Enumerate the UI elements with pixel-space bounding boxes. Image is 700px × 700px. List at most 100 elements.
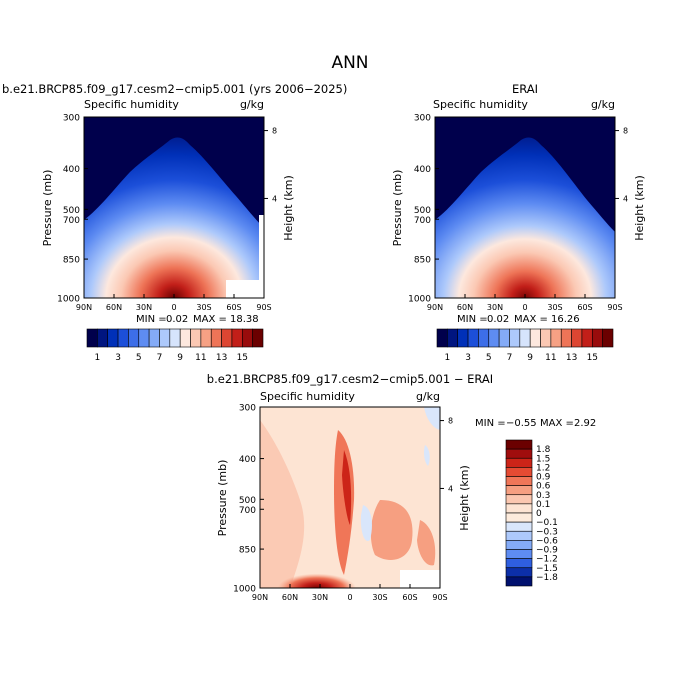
p3-xtick-label: 30S bbox=[372, 593, 387, 602]
p3-colorbar-label: 0.3 bbox=[536, 491, 550, 501]
p2-ytick-label: 700 bbox=[414, 216, 431, 226]
panel-diff-y2label: Height (km) bbox=[458, 465, 471, 531]
panel-erai-y2label: Height (km) bbox=[633, 175, 646, 241]
p3-xtick-label: 60N bbox=[282, 593, 298, 602]
panel-model-humidity-field bbox=[84, 137, 264, 298]
p3-xtick-label: 0 bbox=[347, 593, 352, 602]
panel-model-subtitle-right: g/kg bbox=[240, 98, 264, 111]
p3-y2tick-label: 4 bbox=[448, 484, 453, 493]
panel-model-title: b.e21.BRCP85.f09_g17.cesm2−cmip5.001 (yr… bbox=[2, 82, 347, 96]
p3-y2tick-label: 8 bbox=[448, 417, 453, 426]
p1-colorbar-swatch bbox=[138, 328, 150, 348]
p1-xtick-label: 90N bbox=[76, 303, 92, 312]
panel-diff-max-value: 2.92 bbox=[574, 418, 596, 429]
p3-colorbar-swatch bbox=[505, 448, 533, 459]
p3-colorbar-swatch bbox=[505, 558, 533, 569]
p1-colorbar-swatch bbox=[200, 328, 212, 348]
panel-model-min-label: MIN = bbox=[136, 314, 167, 325]
panel-model: b.e21.BRCP85.f09_g17.cesm2−cmip5.001 (yr… bbox=[2, 82, 347, 363]
panel-diff-subtitle-left: Specific humidity bbox=[260, 390, 355, 403]
p2-colorbar-label: 13 bbox=[566, 353, 577, 363]
p3-colorbar-label: 1.2 bbox=[536, 463, 550, 473]
p2-ytick-label: 300 bbox=[414, 114, 431, 124]
p2-colorbar-swatch bbox=[571, 328, 583, 348]
panel-erai: ERAI Specific humidity g/kg Pressure (mb… bbox=[391, 82, 646, 363]
panel-model-missing-strip bbox=[259, 215, 264, 298]
p1-colorbar-label: 11 bbox=[195, 353, 206, 363]
p1-colorbar-swatch bbox=[128, 328, 140, 348]
p3-colorbar-label: −1.8 bbox=[536, 573, 558, 583]
panel-model-ylabel: Pressure (mb) bbox=[41, 170, 54, 247]
p3-colorbar-label: 0 bbox=[536, 509, 542, 519]
panel-diff-ylabel: Pressure (mb) bbox=[216, 460, 229, 537]
panel-diff-positive-core-inner bbox=[342, 450, 352, 525]
p1-colorbar-swatch bbox=[231, 328, 243, 348]
p2-colorbar-swatch bbox=[488, 328, 500, 348]
p3-ytick-label: 300 bbox=[239, 404, 256, 414]
p3-colorbar-swatch bbox=[505, 512, 533, 523]
p3-colorbar-swatch bbox=[505, 467, 533, 477]
p3-colorbar-label: −0.6 bbox=[536, 536, 558, 546]
p1-colorbar-swatch bbox=[252, 328, 264, 348]
p2-colorbar-swatch bbox=[509, 328, 521, 348]
p1-ytick-label: 700 bbox=[63, 216, 80, 226]
p1-colorbar-swatch bbox=[86, 328, 98, 348]
p3-colorbar-swatch bbox=[505, 549, 533, 559]
p3-colorbar-label: 1.8 bbox=[536, 445, 551, 455]
p2-colorbar-swatch bbox=[581, 328, 593, 348]
panel-diff-max-label: MAX = bbox=[540, 418, 574, 429]
panel-erai-title: ERAI bbox=[512, 82, 538, 96]
p1-xtick-label: 60S bbox=[226, 303, 241, 312]
p3-colorbar-label: 0.1 bbox=[536, 500, 550, 510]
p1-y2tick-label: 8 bbox=[272, 127, 277, 136]
p1-colorbar-swatch bbox=[107, 328, 119, 348]
p2-colorbar-swatch bbox=[550, 328, 562, 348]
p2-xtick-label: 60S bbox=[577, 303, 592, 312]
p2-colorbar-swatch bbox=[467, 328, 479, 348]
p1-colorbar-label: 5 bbox=[136, 353, 142, 363]
p3-ytick-label: 1000 bbox=[233, 585, 256, 595]
p1-colorbar-swatch bbox=[221, 328, 233, 348]
p3-colorbar-swatch bbox=[505, 540, 533, 550]
p2-y2tick-label: 4 bbox=[623, 194, 628, 203]
panel-model-missing-region bbox=[226, 280, 262, 298]
p3-colorbar-label: −1.2 bbox=[536, 555, 558, 565]
panel-erai-subtitle-right: g/kg bbox=[591, 98, 615, 111]
p2-colorbar-label: 7 bbox=[507, 353, 513, 363]
p2-colorbar-swatch bbox=[498, 328, 510, 348]
p2-ytick-label: 500 bbox=[414, 206, 431, 216]
p2-xtick-label: 30S bbox=[547, 303, 562, 312]
p2-colorbar-label: 3 bbox=[465, 353, 471, 363]
p1-colorbar-swatch bbox=[117, 328, 129, 348]
p2-colorbar-label: 9 bbox=[527, 353, 533, 363]
p3-ytick-label: 500 bbox=[239, 496, 256, 506]
p1-xtick-label: 30N bbox=[136, 303, 152, 312]
p2-colorbar-label: 11 bbox=[545, 353, 556, 363]
p2-colorbar-swatch bbox=[529, 328, 541, 348]
p1-colorbar-label: 15 bbox=[237, 353, 248, 363]
p2-colorbar-swatch bbox=[540, 328, 552, 348]
panel-diff-negative-patch-top bbox=[424, 407, 440, 430]
p1-xtick-label: 90S bbox=[256, 303, 271, 312]
panel-erai-min-value: 0.02 bbox=[487, 314, 509, 325]
panel-erai-max-value: 16.26 bbox=[551, 314, 580, 325]
panel-model-min-value: 0.02 bbox=[166, 314, 188, 325]
p2-colorbar-label: 5 bbox=[486, 353, 492, 363]
p1-colorbar-swatch bbox=[179, 328, 191, 348]
p3-colorbar-label: 0.6 bbox=[536, 482, 551, 492]
panel-diff: b.e21.BRCP85.f09_g17.cesm2−cmip5.001 − E… bbox=[207, 372, 596, 602]
panel-model-subtitle-left: Specific humidity bbox=[84, 98, 179, 111]
p2-y2tick-label: 8 bbox=[623, 127, 628, 136]
p3-ytick-label: 400 bbox=[239, 455, 256, 465]
p1-colorbar-label: 13 bbox=[216, 353, 227, 363]
p1-colorbar-swatch bbox=[169, 328, 181, 348]
panel-erai-min-label: MIN = bbox=[457, 314, 488, 325]
p2-colorbar-swatch bbox=[478, 328, 490, 348]
p2-colorbar-swatch bbox=[447, 328, 459, 348]
p1-ytick-label: 400 bbox=[63, 165, 80, 175]
p3-colorbar-label: −0.3 bbox=[536, 527, 558, 537]
p2-xtick-label: 30N bbox=[487, 303, 503, 312]
p3-colorbar-swatch bbox=[505, 494, 533, 505]
